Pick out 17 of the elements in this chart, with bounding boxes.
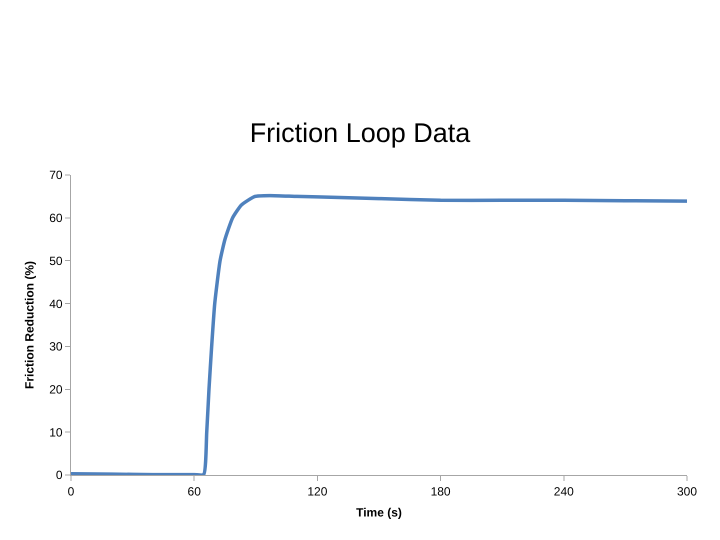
y-axis-title: Friction Reduction (%) [22, 261, 37, 389]
y-tick-label: 40 [49, 296, 63, 311]
x-tick-label: 60 [188, 484, 202, 498]
y-tick-label: 20 [49, 382, 63, 396]
x-tick-label: 180 [430, 484, 451, 498]
y-tick-label: 10 [49, 425, 63, 440]
x-tick-label: 0 [68, 484, 75, 498]
y-tick-label: 0 [56, 468, 63, 482]
x-tick-label: 300 [676, 484, 698, 498]
y-tick-label: 30 [49, 340, 63, 354]
x-axis-title: Time (s) [356, 505, 402, 520]
x-tick-label: 240 [554, 484, 574, 498]
y-tick-label: 70 [49, 168, 63, 182]
x-tick-label: 120 [307, 484, 328, 498]
chart-title: Friction Loop Data [250, 118, 472, 148]
y-tick-label: 50 [49, 254, 63, 268]
y-tick-label: 60 [49, 211, 63, 226]
